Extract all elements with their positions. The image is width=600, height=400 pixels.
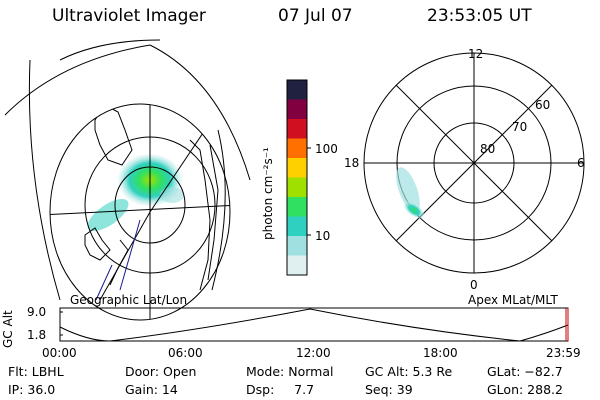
lat-label-80: 80 xyxy=(480,142,496,156)
lat-label-70: 70 xyxy=(512,120,528,134)
gain-value: Gain: 14 xyxy=(125,382,178,397)
time-tick-1800: 18:00 xyxy=(423,346,458,360)
geographic-map xyxy=(4,39,251,321)
filter-value: Flt: LBHL xyxy=(8,364,64,379)
color-scale-bar xyxy=(286,79,308,276)
altitude-ymin: 1.8 xyxy=(27,328,47,342)
mlt-label-top: 12 xyxy=(468,47,484,61)
time-tick-1200: 12:00 xyxy=(296,346,331,360)
colorbar-segment xyxy=(287,158,307,178)
colorbar-segment xyxy=(287,255,307,276)
colorbar-segment xyxy=(287,99,307,120)
polar-panel-label: Apex MLat/MLT xyxy=(468,293,558,307)
colorbar-segment xyxy=(287,236,307,256)
door-value: Door: Open xyxy=(125,364,197,379)
ip-value: IP: 36.0 xyxy=(8,382,56,397)
geo-panel-label: Geographic Lat/Lon xyxy=(70,293,188,307)
colorbar-segment xyxy=(287,80,307,100)
gc-alt-value: GC Alt: 5.3 Re xyxy=(365,364,453,379)
mode-value: Mode: Normal xyxy=(246,364,334,379)
time-tick-2359: 23:59 xyxy=(546,346,581,360)
colorbar-tick-10: 10 xyxy=(315,229,331,243)
glat-value: GLat: −82.7 xyxy=(487,364,563,379)
mlt-label-bottom: 0 xyxy=(470,278,478,292)
colorbar-segment xyxy=(287,138,307,159)
colorbar-ticks xyxy=(307,147,311,236)
lat-label-60: 60 xyxy=(535,98,551,112)
polar-map xyxy=(363,52,585,274)
colorbar-segment xyxy=(287,177,307,198)
time-label: 23:53:05 UT xyxy=(427,6,532,26)
colorbar-frame xyxy=(286,79,308,276)
mlt-label-left: 18 xyxy=(344,156,360,170)
app-title: Ultraviolet Imager xyxy=(52,6,206,26)
seq-value: Seq: 39 xyxy=(365,382,413,397)
colorbar-tick-100: 100 xyxy=(315,142,338,156)
time-tick-0000: 00:00 xyxy=(42,346,77,360)
altitude-ylabel: GC Alt xyxy=(1,310,15,348)
date-label: 07 Jul 07 xyxy=(278,6,353,26)
altitude-plot xyxy=(59,307,569,342)
colorbar-segment xyxy=(287,197,307,217)
mlt-label-right: 6 xyxy=(577,156,585,170)
dsp-value: Dsp: 7.7 xyxy=(246,382,315,397)
colorbar-segment xyxy=(287,216,307,237)
colorbar-unit-label: photon cm⁻²s⁻¹ xyxy=(261,147,275,240)
time-tick-0600: 06:00 xyxy=(168,346,203,360)
altitude-ymax: 9.0 xyxy=(27,305,47,319)
glon-value: GLon: 288.2 xyxy=(487,382,563,397)
colorbar-segment xyxy=(287,119,307,139)
